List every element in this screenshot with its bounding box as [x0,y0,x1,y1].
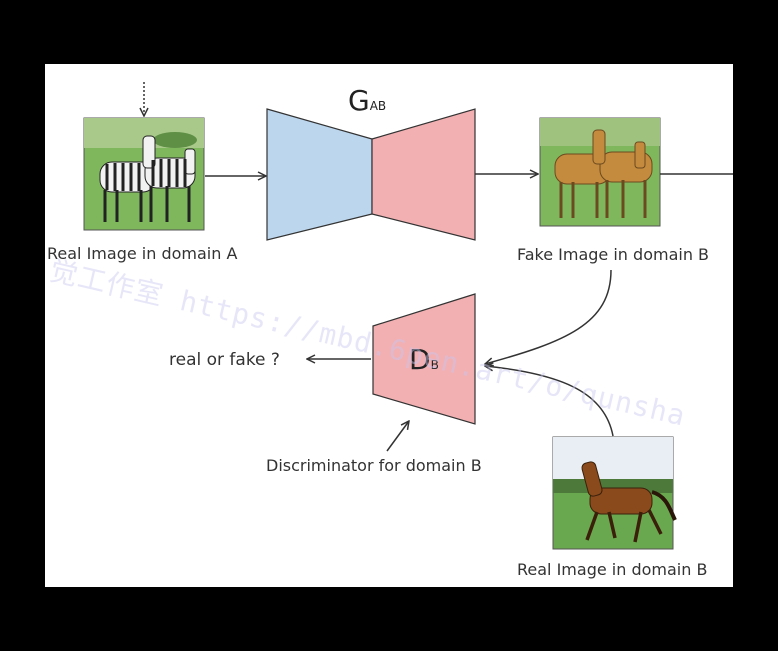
label-output: real or fake ? [169,350,280,370]
generator-title-subscript: AB [369,99,387,113]
zebra-image [83,117,205,231]
label-real-image-b: Real Image in domain B [517,560,708,579]
discriminator-title-subscript: B [430,358,439,372]
label-real-image-a: Real Image in domain A [47,244,238,263]
label-fake-image-b: Fake Image in domain B [517,245,710,264]
generator-title-name: G [348,84,370,117]
discriminator-title-name: D [409,343,431,376]
label-discriminator: Discriminator for domain B [266,456,482,475]
fake-horse-image [539,117,661,227]
arrow-fake-to-discriminator [485,269,612,364]
arrow-label-to-discriminator [386,421,409,452]
diagram-graphics [83,82,733,550]
generator-title: GAB [348,84,386,117]
discriminator-shape [372,293,476,425]
real-horse-image [552,436,677,550]
generator-decoder [371,108,476,241]
diagram-canvas: GAB DB Real Image in domain A Fake Image… [45,64,733,587]
discriminator-title: DB [409,343,439,376]
generator-encoder [266,108,373,241]
arrow-real-to-discriminator [485,366,614,437]
